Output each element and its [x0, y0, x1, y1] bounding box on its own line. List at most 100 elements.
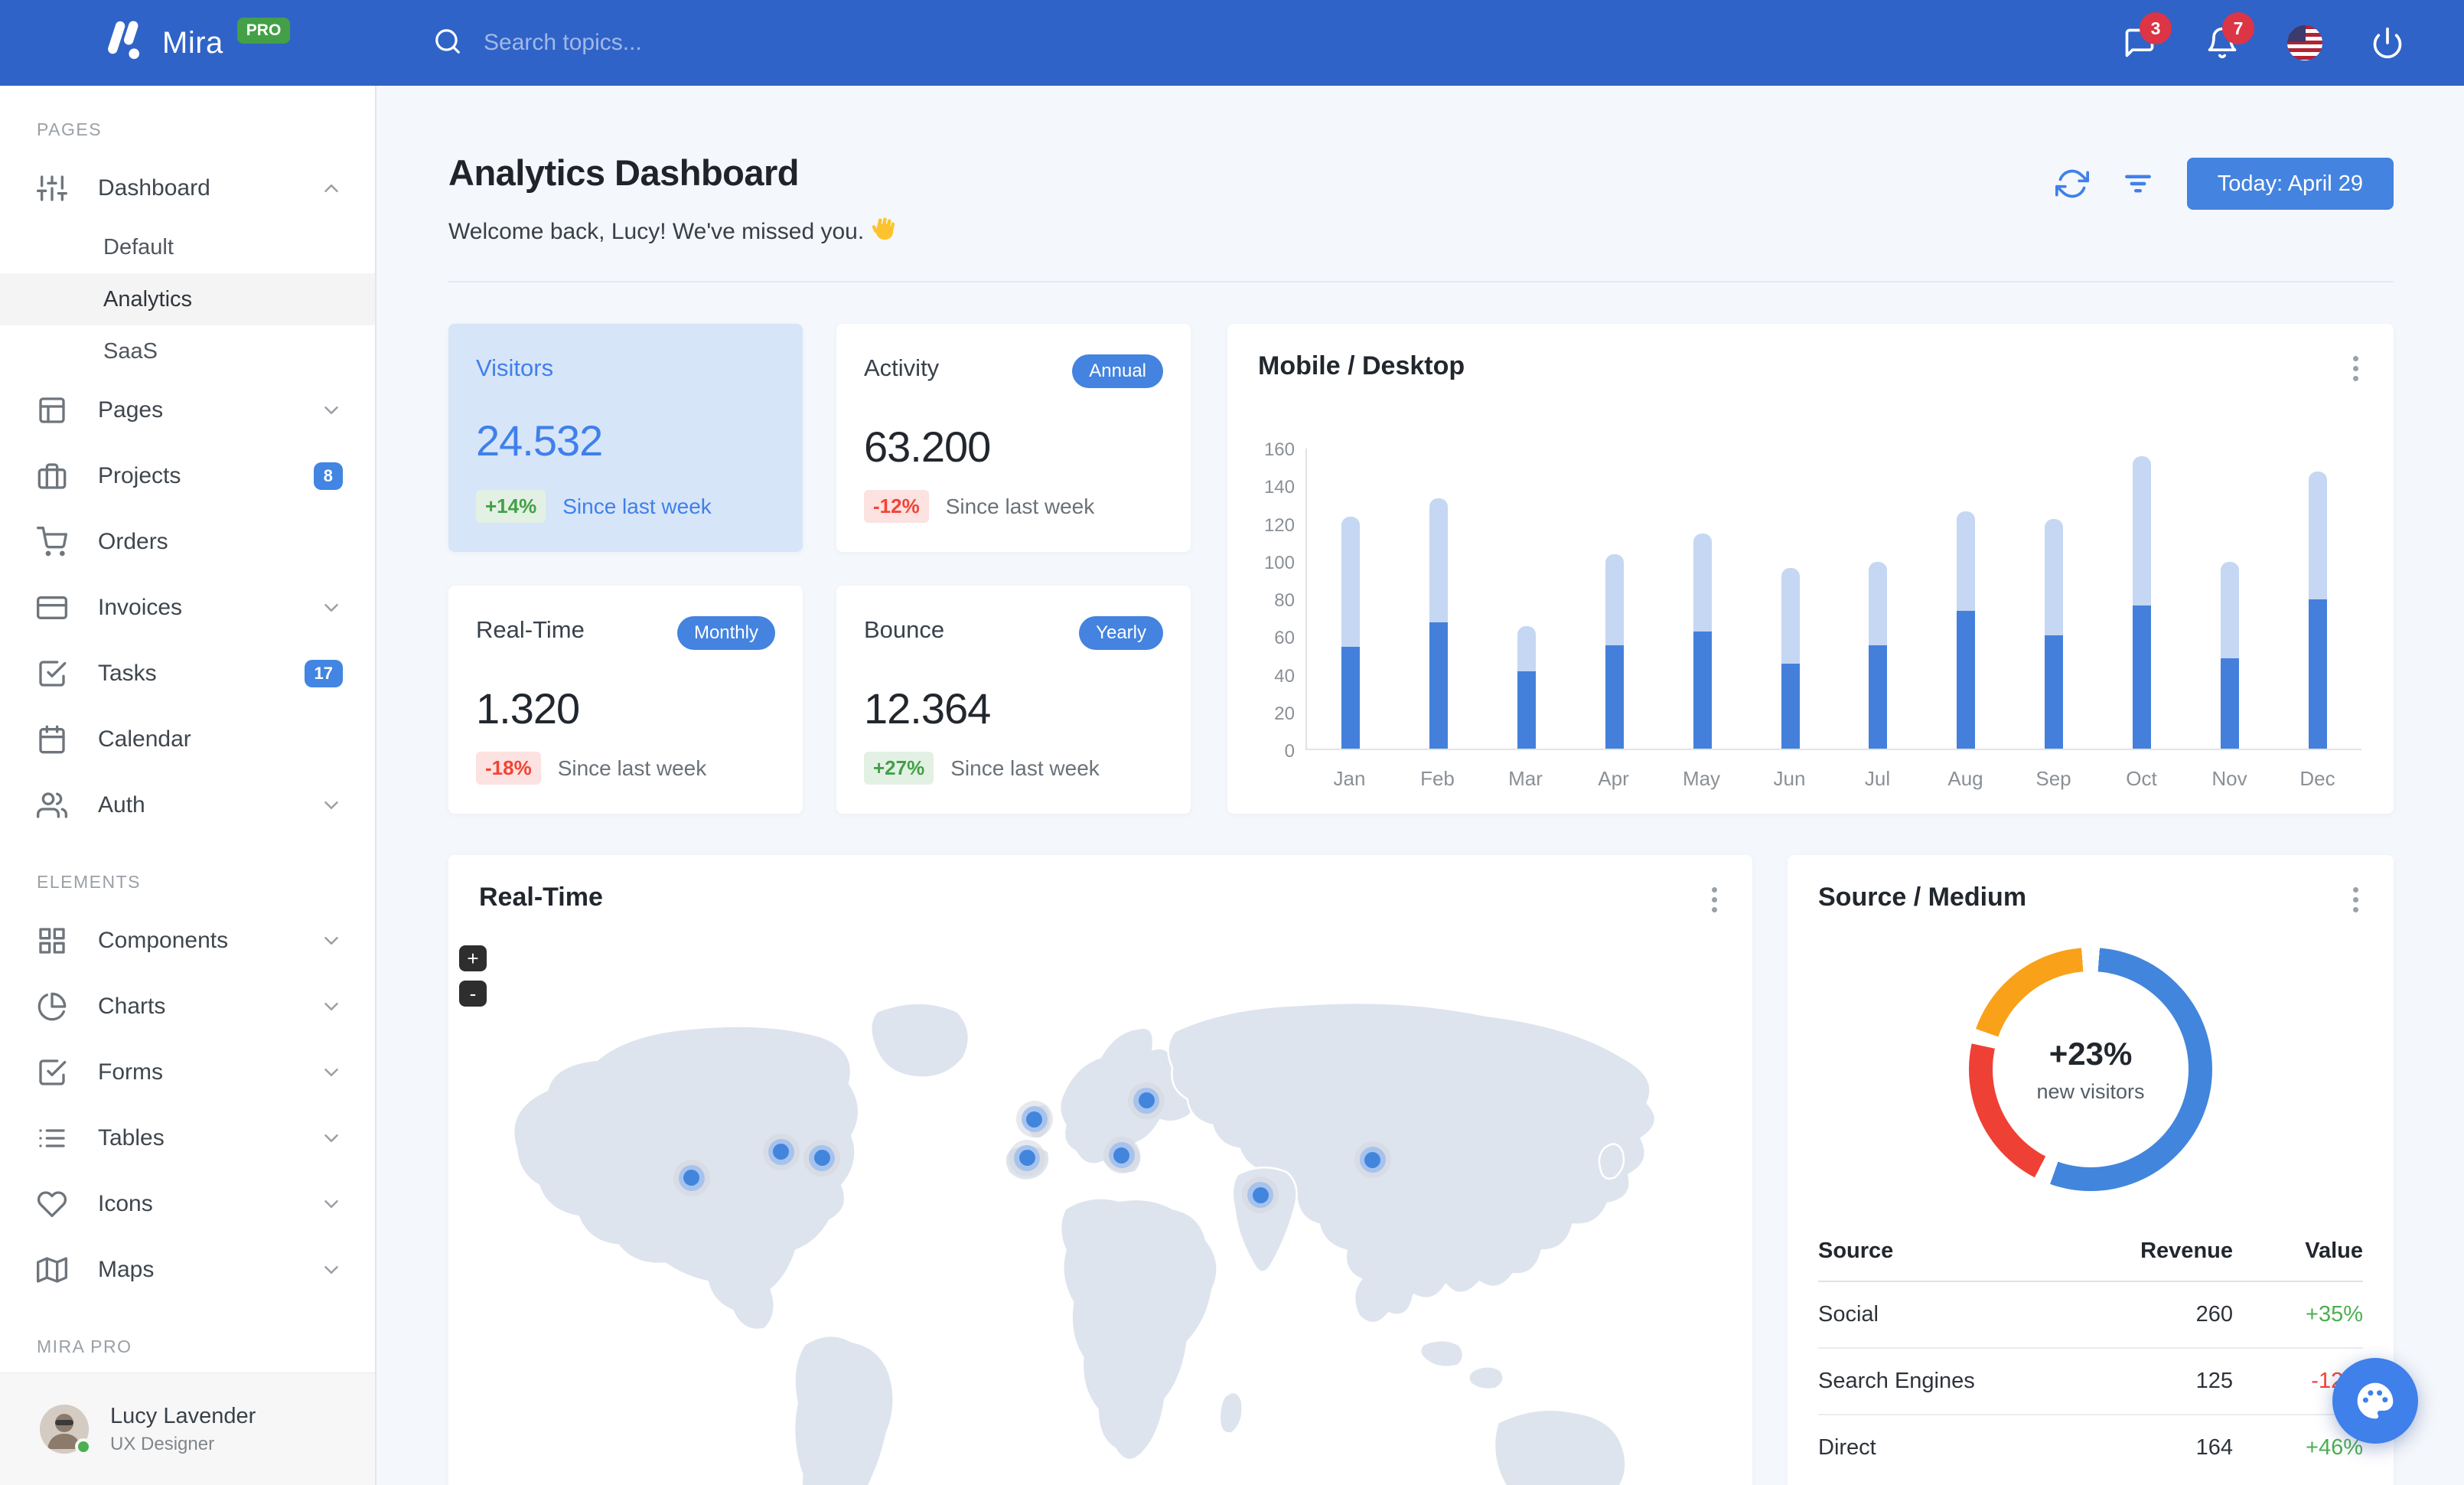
world-map[interactable] [479, 953, 1722, 1485]
map-marker[interactable] [1354, 1141, 1391, 1179]
stacked-bar-jul[interactable] [1869, 562, 1888, 749]
map-marker[interactable] [762, 1133, 800, 1170]
stat-note: Since last week [557, 756, 707, 780]
y-tick-label: 160 [1263, 439, 1295, 460]
sidebar-item-maps[interactable]: Maps [0, 1237, 375, 1303]
stat-card-visitors: Visitors 24.532 +14% Since last week [448, 324, 803, 552]
source-cell: Direct [1818, 1435, 1876, 1460]
chevron-down-icon [320, 995, 343, 1018]
layout-icon [37, 395, 67, 426]
map-marker[interactable] [1242, 1177, 1279, 1214]
stat-delta-chip: -18% [476, 752, 541, 785]
map-marker[interactable] [1009, 1139, 1046, 1177]
stat-delta-chip: +27% [864, 752, 934, 785]
map-marker[interactable] [1128, 1082, 1165, 1119]
date-range-button[interactable]: Today: April 29 [2186, 158, 2394, 210]
top-navbar: Mira PRO 3 7 [0, 0, 2464, 86]
stacked-bar-sep[interactable] [2045, 518, 2064, 749]
map-menu-kebab-icon[interactable] [1707, 883, 1722, 917]
welcome-message: Welcome back, Lucy! We've missed you. [448, 215, 899, 249]
stat-value: 63.200 [864, 423, 991, 471]
x-tick-label: Dec [2299, 767, 2335, 790]
table-row: Social 260 +35% [1818, 1281, 2363, 1349]
stacked-bar-jun[interactable] [1781, 567, 1800, 749]
stacked-bar-oct[interactable] [2132, 456, 2151, 749]
sidebar-item-icons[interactable]: Icons [0, 1171, 375, 1237]
stacked-bar-aug[interactable] [1957, 511, 1976, 749]
sidebar-subitem-analytics[interactable]: Analytics [0, 273, 375, 325]
y-tick-label: 120 [1263, 514, 1295, 536]
messages-button[interactable]: 3 [2118, 12, 2172, 64]
value-cell: +46% [2306, 1435, 2363, 1460]
chart-title: Mobile / Desktop [1258, 351, 1465, 380]
revenue-col-header: Revenue [2049, 1225, 2233, 1282]
sidebar-item-projects[interactable]: Projects 8 [0, 443, 375, 509]
brand-area: Mira PRO [0, 18, 376, 67]
stacked-bar-nov[interactable] [2220, 562, 2239, 749]
stacked-bar-may[interactable] [1693, 534, 1712, 749]
stacked-bar-feb[interactable] [1429, 498, 1449, 749]
stat-card-real-time: Real-Time Monthly 1.320 -18% Since last week [448, 586, 803, 814]
bar-chart-xaxis: Jan Feb Mar Apr May Jun Jul Aug Sep Oct Nov Dec [1227, 750, 2394, 791]
source-medium-card: Source / Medium +23% new visitors Source… [1788, 855, 2394, 1485]
filter-icon[interactable] [2121, 167, 2155, 201]
sidebar-item-calendar[interactable]: Calendar [0, 707, 375, 772]
map-zoom-out-button[interactable]: - [459, 981, 487, 1007]
sidebar-item-auth[interactable]: Auth [0, 772, 375, 838]
sidebar-item-orders[interactable]: Orders [0, 509, 375, 575]
stacked-bar-jan[interactable] [1341, 517, 1361, 749]
stat-period-badge[interactable]: Monthly [676, 616, 775, 650]
stacked-bar-apr[interactable] [1605, 554, 1624, 749]
wave-emoji [872, 215, 899, 249]
sidebar-item-components[interactable]: Components [0, 908, 375, 974]
chevron-down-icon [320, 1127, 343, 1150]
map-marker[interactable] [1015, 1101, 1053, 1138]
stat-delta-chip: -12% [864, 490, 929, 523]
sidebar-item-charts[interactable]: Charts [0, 974, 375, 1040]
chevron-down-icon [320, 596, 343, 619]
stat-note: Since last week [950, 756, 1100, 780]
sliders-icon [37, 173, 68, 204]
y-tick-label: 0 [1284, 741, 1295, 762]
stacked-bar-dec[interactable] [2308, 472, 2327, 749]
chart-menu-kebab-icon[interactable] [2348, 351, 2363, 386]
sidebar-subitem-default[interactable]: Default [103, 234, 174, 259]
map-marker[interactable] [1103, 1137, 1140, 1174]
sidebar-item-tables[interactable]: Tables [0, 1105, 375, 1171]
pie-chart-icon [37, 991, 67, 1022]
search-input[interactable] [484, 30, 805, 56]
stat-title: Real-Time [476, 616, 585, 643]
search-icon [433, 27, 462, 60]
sidebar-item-forms[interactable]: Forms [0, 1040, 375, 1105]
sidebar-item-invoices[interactable]: Invoices [0, 575, 375, 641]
bar-chart: 0 20 40 60 80 100 120 140 160 [1227, 439, 2394, 762]
map-marker[interactable] [673, 1159, 710, 1196]
stacked-bar-mar[interactable] [1517, 625, 1537, 749]
theme-settings-button[interactable] [2332, 1358, 2418, 1444]
map-zoom-in-button[interactable]: + [459, 945, 487, 971]
sidebar-subitem-saas[interactable]: SaaS [103, 338, 158, 364]
revenue-cell: 164 [2195, 1435, 2233, 1460]
briefcase-icon [37, 461, 67, 491]
stat-note: Since last week [945, 494, 1095, 518]
language-flag-button[interactable] [2283, 21, 2326, 64]
sidebar-item-pages[interactable]: Pages [0, 377, 375, 443]
stat-title: Visitors [476, 354, 554, 381]
sidebar-item-dashboard[interactable]: Dashboard [0, 155, 375, 221]
source-menu-kebab-icon[interactable] [2348, 883, 2363, 917]
refresh-icon[interactable] [2055, 167, 2089, 201]
sidebar-item-label: Forms [98, 1059, 163, 1085]
realtime-map-card: Real-Time + - [448, 855, 1752, 1485]
source-table: Source Revenue Value Social 260 +35% Search… [1818, 1225, 2363, 1480]
stat-title: Bounce [864, 616, 945, 643]
stat-period-badge[interactable]: Annual [1072, 354, 1163, 388]
sidebar-item-tasks[interactable]: Tasks 17 [0, 641, 375, 707]
brand-name: Mira [162, 25, 223, 60]
logout-button[interactable] [2366, 21, 2409, 64]
x-tick-label: Sep [2035, 767, 2071, 790]
notifications-button[interactable]: 7 [2201, 12, 2254, 64]
check-square-icon [37, 1057, 67, 1088]
map-marker[interactable] [803, 1139, 841, 1177]
sidebar-user-card[interactable]: Lucy Lavender UX Designer [0, 1372, 375, 1485]
stat-period-badge[interactable]: Yearly [1079, 616, 1163, 650]
